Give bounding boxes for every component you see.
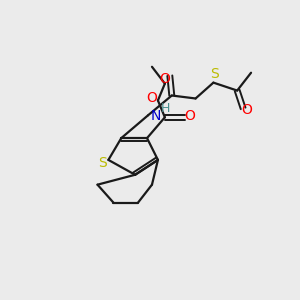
Text: S: S xyxy=(210,67,219,81)
Text: H: H xyxy=(161,102,170,115)
Text: S: S xyxy=(98,156,107,170)
Text: O: O xyxy=(184,109,195,123)
Text: O: O xyxy=(242,103,253,117)
Text: N: N xyxy=(151,109,161,123)
Text: O: O xyxy=(146,92,158,106)
Text: O: O xyxy=(159,72,170,86)
